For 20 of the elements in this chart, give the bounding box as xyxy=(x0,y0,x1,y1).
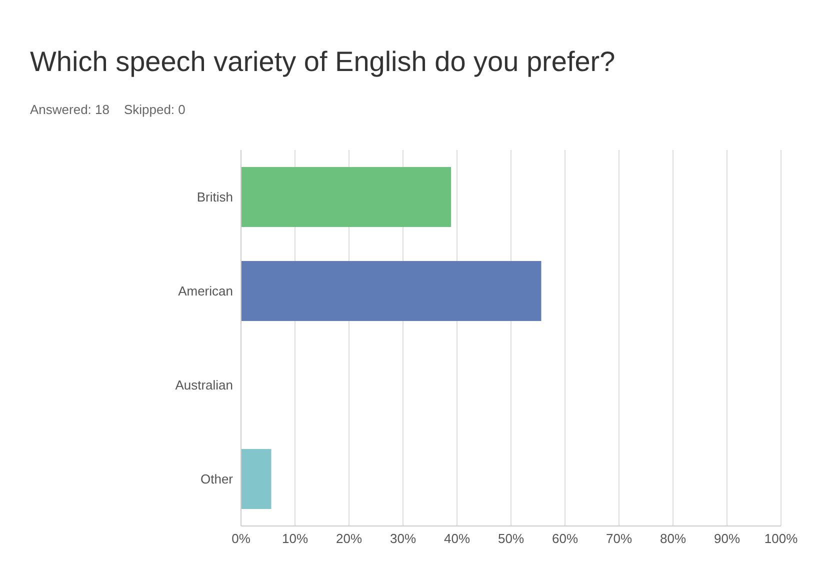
x-tick-label: 60% xyxy=(552,531,578,546)
bar xyxy=(241,261,542,321)
x-tick-label: 50% xyxy=(498,531,524,546)
x-tick-label: 30% xyxy=(390,531,416,546)
bar xyxy=(241,167,452,227)
x-tick-label: 40% xyxy=(444,531,470,546)
x-tick-label: 20% xyxy=(336,531,362,546)
x-tick-label: 70% xyxy=(606,531,632,546)
y-tick-label: British xyxy=(196,190,233,205)
bar xyxy=(241,449,272,509)
y-tick-label: Australian xyxy=(175,378,233,393)
x-tick-label: 10% xyxy=(282,531,308,546)
x-tick-label: 100% xyxy=(764,531,798,546)
x-tick-label: 80% xyxy=(660,531,686,546)
y-tick-label: American xyxy=(178,284,233,299)
text: Answered: 18 Skipped: 0 xyxy=(30,102,186,117)
x-tick-label: 90% xyxy=(714,531,740,546)
y-tick-label: Other xyxy=(200,472,234,487)
chart-title: Which speech variety of English do you prefer? xyxy=(30,46,616,78)
x-tick-label: 0% xyxy=(232,531,251,546)
